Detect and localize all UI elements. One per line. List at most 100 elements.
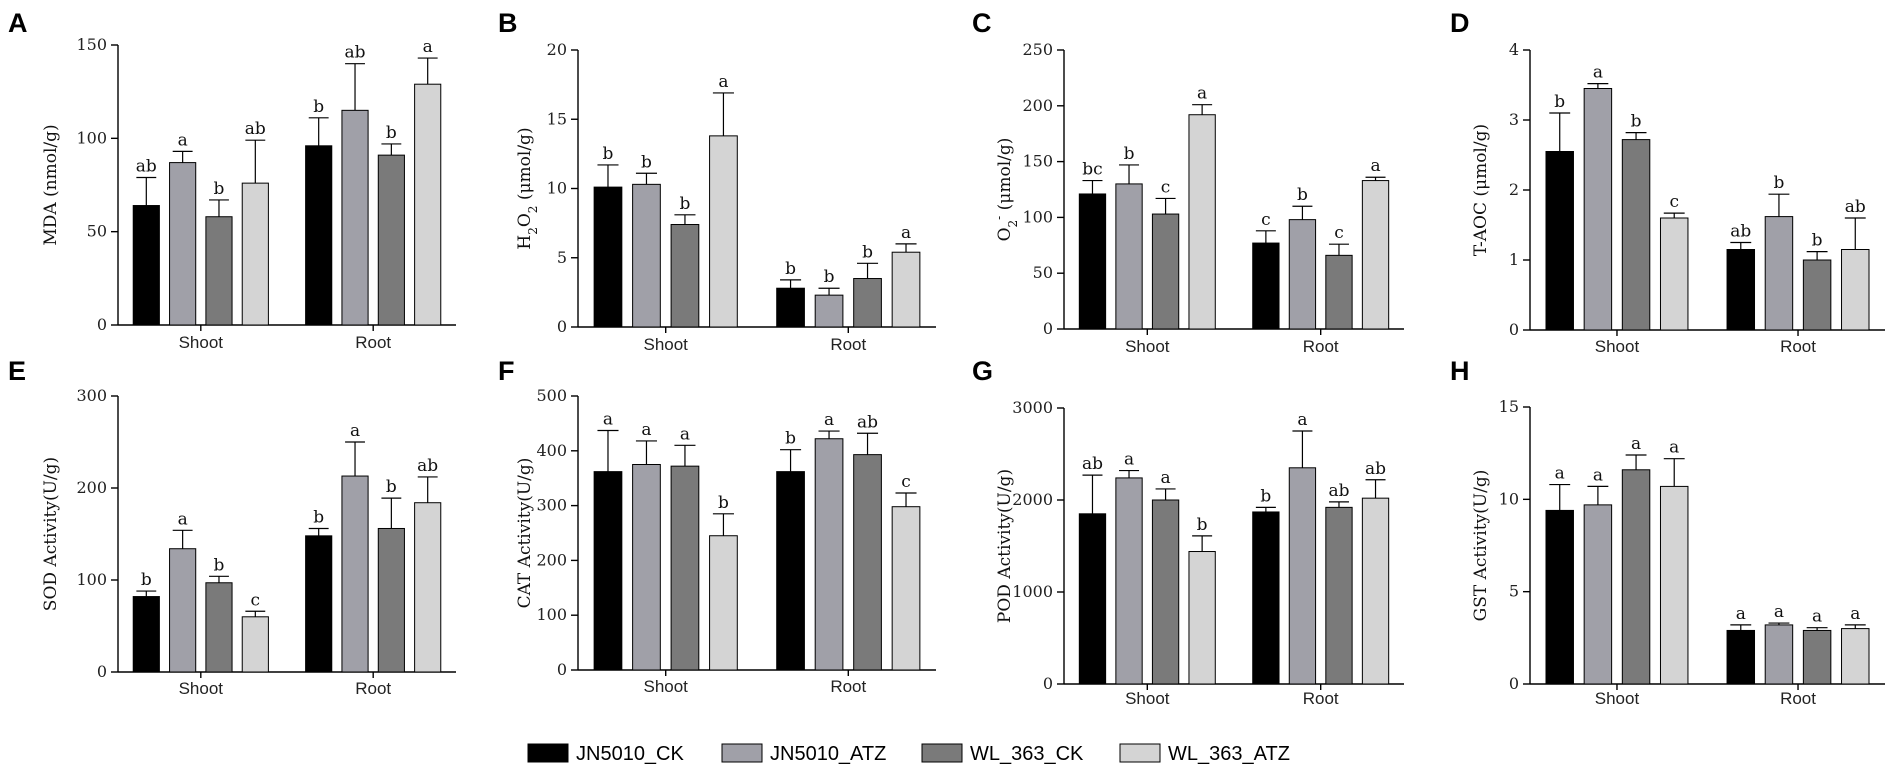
y-tick-label: 50 bbox=[87, 222, 107, 241]
x-category-label: Shoot bbox=[643, 677, 688, 696]
bar-wl-363-atz-shoot bbox=[709, 535, 738, 671]
bar-wl-363-atz-root bbox=[414, 83, 442, 326]
bar-jn5010-ck-shoot bbox=[1545, 151, 1574, 331]
significance-letter: ab bbox=[1845, 197, 1866, 217]
legend-swatch bbox=[527, 743, 569, 763]
bar-wl-363-atz-shoot bbox=[709, 135, 738, 328]
bar-wl-363-ck-root bbox=[853, 454, 882, 671]
significance-letter: ab bbox=[1082, 454, 1103, 474]
bar-wl-363-atz-root bbox=[1841, 628, 1870, 685]
panel-letter: A bbox=[8, 8, 28, 38]
y-axis-label: H2O2 (μmol/g) bbox=[515, 127, 540, 249]
significance-letter: b bbox=[785, 259, 796, 279]
significance-letter: b bbox=[1197, 515, 1208, 535]
y-tick-label: 3 bbox=[1509, 110, 1519, 129]
x-category-label: Shoot bbox=[179, 333, 224, 352]
y-tick-label: 100 bbox=[76, 570, 107, 589]
panel-letter: D bbox=[1450, 8, 1470, 38]
x-category-label: Root bbox=[355, 679, 391, 698]
significance-letter: b bbox=[1812, 231, 1823, 251]
significance-letter: a bbox=[178, 509, 188, 529]
bar-wl-363-ck-root bbox=[1325, 254, 1353, 330]
x-category-label: Shoot bbox=[1125, 689, 1170, 708]
bar-jn5010-ck-shoot bbox=[132, 205, 160, 326]
y-tick-label: 500 bbox=[536, 386, 567, 405]
y-tick-label: 2000 bbox=[1012, 490, 1053, 509]
significance-letter: a bbox=[641, 420, 651, 440]
bar-jn5010-ck-root bbox=[1252, 242, 1280, 330]
legend-item-jn5010-ck: JN5010_CK bbox=[527, 743, 685, 765]
significance-letter: b bbox=[680, 194, 691, 214]
significance-letter: a bbox=[1736, 604, 1746, 624]
significance-letter: a bbox=[1161, 468, 1171, 488]
significance-letter: b bbox=[386, 477, 397, 497]
bar-jn5010-ck-shoot bbox=[593, 471, 623, 671]
significance-letter: b bbox=[214, 179, 225, 199]
x-category-label: Shoot bbox=[1125, 337, 1170, 356]
bar-jn5010-ck-root bbox=[1726, 249, 1756, 331]
legend-swatch bbox=[921, 743, 963, 763]
legend: JN5010_CK JN5010_ATZ WL_363_CK WL_363_ATZ bbox=[527, 743, 1290, 765]
significance-letter: a bbox=[718, 72, 728, 92]
bar-jn5010-ck-root bbox=[1726, 629, 1756, 685]
legend-item-wl-363-ck: WL_363_CK bbox=[921, 743, 1084, 765]
panel-letter: G bbox=[972, 356, 993, 386]
bar-jn5010-ck-root bbox=[1252, 511, 1280, 685]
significance-letter: ab bbox=[857, 412, 878, 432]
significance-letter: a bbox=[1812, 607, 1822, 627]
significance-letter: a bbox=[423, 37, 433, 57]
y-tick-label: 20 bbox=[547, 40, 567, 59]
significance-letter: b bbox=[313, 507, 324, 527]
y-tick-label: 100 bbox=[76, 128, 107, 147]
bar-wl-363-ck-root bbox=[377, 527, 405, 673]
y-tick-label: 300 bbox=[536, 496, 567, 515]
significance-letter: b bbox=[214, 555, 225, 575]
panel-letter: C bbox=[972, 8, 992, 38]
panel-letter: E bbox=[8, 356, 26, 386]
y-axis-label: MDA (nmol/g) bbox=[41, 124, 61, 245]
y-tick-label: 200 bbox=[536, 550, 567, 569]
bar-jn5010-atz-shoot bbox=[169, 162, 197, 326]
significance-letter: b bbox=[718, 493, 729, 513]
significance-letter: b bbox=[1554, 92, 1565, 112]
bar-wl-363-ck-root bbox=[1802, 259, 1832, 331]
bar-jn5010-atz-shoot bbox=[1583, 88, 1613, 331]
bar-wl-363-atz-root bbox=[414, 502, 442, 673]
legend-item-jn5010-atz: JN5010_ATZ bbox=[721, 743, 886, 765]
y-tick-label: 150 bbox=[76, 35, 107, 54]
significance-letter: a bbox=[901, 223, 911, 243]
y-tick-label: 5 bbox=[1509, 582, 1519, 601]
bar-jn5010-ck-shoot bbox=[132, 596, 160, 673]
y-tick-label: 400 bbox=[536, 441, 567, 460]
panel-h: H 0 5 10 15 GST Activity(U/g) a a a a Shoot a a a a Roo… bbox=[1450, 356, 1885, 708]
legend-label: WL_363_CK bbox=[970, 743, 1084, 765]
x-category-label: Shoot bbox=[1595, 337, 1640, 356]
significance-letter: b bbox=[313, 97, 324, 117]
significance-letter: ab bbox=[136, 157, 157, 177]
bar-wl-363-atz-shoot bbox=[1659, 485, 1689, 685]
bar-wl-363-ck-root bbox=[377, 154, 405, 326]
bar-wl-363-ck-root bbox=[853, 278, 882, 328]
x-category-label: Root bbox=[830, 335, 866, 354]
significance-letter: b bbox=[862, 242, 873, 262]
y-tick-label: 0 bbox=[1043, 674, 1053, 693]
significance-letter: a bbox=[1370, 156, 1380, 176]
y-tick-label: 15 bbox=[547, 109, 567, 128]
bar-wl-363-atz-shoot bbox=[241, 616, 269, 673]
bar-jn5010-atz-shoot bbox=[1115, 183, 1143, 330]
significance-letter: ab bbox=[1328, 481, 1349, 501]
significance-letter: b bbox=[1297, 185, 1308, 205]
bar-jn5010-atz-shoot bbox=[169, 548, 197, 673]
legend-label: JN5010_ATZ bbox=[770, 743, 886, 765]
y-tick-label: 0 bbox=[97, 662, 107, 681]
y-tick-label: 0 bbox=[1509, 674, 1519, 693]
significance-letter: ab bbox=[345, 43, 366, 63]
bar-jn5010-atz-shoot bbox=[632, 183, 661, 328]
significance-letter: b bbox=[1631, 112, 1642, 132]
y-tick-label: 0 bbox=[97, 315, 107, 334]
bar-jn5010-ck-root bbox=[776, 287, 805, 328]
